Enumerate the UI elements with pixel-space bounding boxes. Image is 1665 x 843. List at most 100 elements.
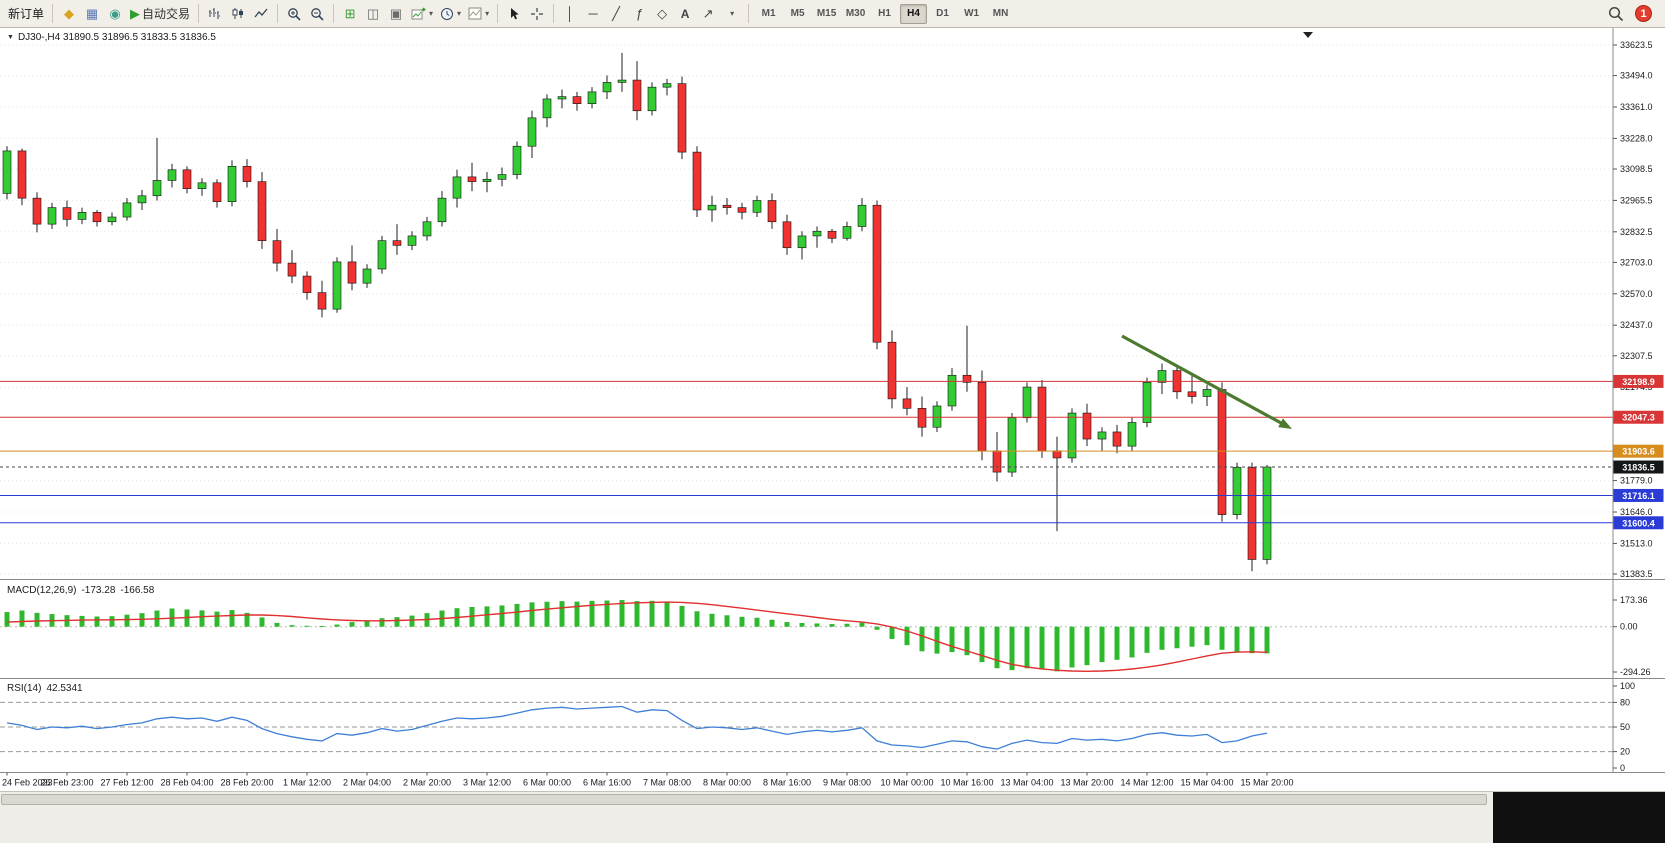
macd-histogram-bar bbox=[4, 612, 10, 627]
price-badge-label: 31600.4 bbox=[1622, 518, 1655, 528]
arrows-tool-icon[interactable]: ↗ bbox=[702, 6, 714, 21]
timeframe-button-M5[interactable]: M5 bbox=[790, 8, 805, 19]
chart-shift-marker[interactable] bbox=[1303, 32, 1313, 38]
horizontal-scrollbar-thumb[interactable] bbox=[1, 794, 1487, 805]
trendline-tool-icon[interactable]: ╱ bbox=[612, 6, 620, 21]
candle bbox=[1202, 389, 1212, 397]
vertical-line-tool-icon[interactable]: │ bbox=[566, 6, 575, 21]
cursor-tool-icon[interactable] bbox=[503, 3, 525, 25]
horizontal-line-tool-icon[interactable]: ─ bbox=[588, 6, 598, 21]
tile-windows-icon[interactable]: ⊞ bbox=[344, 6, 356, 21]
timeframe-button-MN[interactable]: MN bbox=[992, 8, 1009, 19]
cascade-windows-icon[interactable]: ▣ bbox=[389, 6, 403, 21]
macd-histogram-bar bbox=[1204, 626, 1210, 646]
timeframe-button-M15[interactable]: M15 bbox=[816, 8, 837, 19]
macd-histogram-bar bbox=[394, 617, 400, 627]
price-axis-label: 33361.0 bbox=[1620, 102, 1653, 112]
time-axis-label: 15 Mar 04:00 bbox=[1180, 778, 1233, 788]
macd-indicator-label: MACD(12,26,9) -173.28 -166.58 bbox=[7, 585, 154, 596]
timeframe-button-M30[interactable]: M30 bbox=[845, 8, 866, 19]
macd-histogram-bar bbox=[784, 622, 790, 627]
time-axis-label: 10 Mar 16:00 bbox=[940, 778, 993, 788]
rsi-axis-label: 80 bbox=[1620, 697, 1630, 707]
macd-histogram-bar bbox=[619, 600, 625, 627]
symbol-ohlc-text: DJ30-,H4 31890.5 31896.5 31833.5 31836.5 bbox=[17, 32, 216, 43]
candle bbox=[1247, 467, 1257, 560]
macd-histogram-bar bbox=[649, 600, 655, 627]
data-window-icon[interactable]: ▦ bbox=[85, 6, 99, 21]
new-order-button[interactable]: 新订单 bbox=[8, 7, 45, 21]
macd-histogram-bar bbox=[679, 605, 685, 627]
time-axis-label: 27 Feb 12:00 bbox=[100, 778, 153, 788]
algo-trading-button[interactable]: ▶ 自动交易 bbox=[127, 3, 193, 25]
candle bbox=[902, 398, 912, 409]
candle bbox=[1007, 417, 1017, 473]
candle bbox=[842, 226, 852, 239]
chart-canvas[interactable]: 33623.5 33494.0 33361.0 33228.0 33098.5 32965… bbox=[0, 28, 1665, 791]
macd-histogram-bar bbox=[919, 626, 925, 652]
time-axis-label: 28 Feb 04:00 bbox=[160, 778, 213, 788]
bar-chart-icon[interactable] bbox=[204, 3, 226, 25]
macd-histogram-bar bbox=[304, 625, 310, 627]
candle bbox=[572, 96, 582, 104]
notification-badge[interactable]: 1 bbox=[1635, 5, 1652, 22]
zoom-in-icon[interactable] bbox=[283, 3, 305, 25]
new-chart-button[interactable]: ▾ bbox=[408, 3, 436, 25]
candle bbox=[62, 207, 72, 220]
price-badge-label: 31836.5 bbox=[1622, 463, 1655, 473]
chart-region[interactable]: 33623.5 33494.0 33361.0 33228.0 33098.5 32965… bbox=[0, 28, 1665, 791]
shapes-tool-icon[interactable]: ◇ bbox=[657, 6, 668, 21]
timeframe-button-H1[interactable]: H1 bbox=[878, 8, 891, 19]
candle bbox=[1052, 450, 1062, 459]
macd-histogram-bar bbox=[484, 606, 490, 627]
macd-histogram-bar bbox=[214, 611, 220, 627]
rsi-axis-label: 100 bbox=[1620, 681, 1635, 691]
line-chart-icon[interactable] bbox=[250, 3, 272, 25]
horizontal-scrollbar-track[interactable] bbox=[0, 791, 1665, 843]
timeframe-button-D1[interactable]: D1 bbox=[936, 8, 949, 19]
trend-arrow-head[interactable] bbox=[1278, 418, 1292, 429]
macd-histogram-bar bbox=[274, 622, 280, 627]
arrange-windows-icon[interactable]: ◫ bbox=[366, 6, 380, 21]
rsi-indicator-label: RSI(14) 42.5341 bbox=[7, 683, 83, 694]
timeframe-button-W1[interactable]: W1 bbox=[964, 8, 980, 19]
price-badge bbox=[1613, 444, 1664, 458]
time-axis-label: 15 Mar 20:00 bbox=[1240, 778, 1293, 788]
macd-main-value: -173.28 bbox=[81, 585, 116, 596]
template-button[interactable]: ▾ bbox=[465, 3, 492, 25]
macd-histogram-bar bbox=[364, 620, 370, 627]
time-axis-label: 14 Mar 12:00 bbox=[1120, 778, 1173, 788]
market-watch-icon[interactable]: ◆ bbox=[64, 6, 75, 21]
drawing-tools-caret-icon[interactable]: ▾ bbox=[730, 9, 735, 18]
candle bbox=[422, 221, 432, 237]
price-axis-label: 32832.5 bbox=[1620, 227, 1653, 237]
timeframe-button-M1[interactable]: M1 bbox=[761, 8, 776, 19]
zoom-out-icon[interactable] bbox=[306, 3, 328, 25]
symbol-dropdown-icon[interactable]: ▼ bbox=[7, 34, 14, 41]
price-axis-label: 31779.0 bbox=[1620, 476, 1653, 486]
price-badge-label: 31903.6 bbox=[1622, 447, 1655, 457]
candlestick-chart-icon[interactable] bbox=[227, 3, 249, 25]
candle bbox=[152, 180, 162, 197]
candle bbox=[122, 202, 132, 218]
candle bbox=[257, 181, 267, 241]
candle bbox=[377, 240, 387, 270]
candle bbox=[167, 169, 177, 181]
trend-arrow-line[interactable] bbox=[1121, 334, 1288, 428]
crosshair-tool-icon[interactable] bbox=[526, 3, 548, 25]
candle bbox=[452, 176, 462, 199]
macd-histogram-bar bbox=[979, 626, 985, 663]
candle bbox=[47, 207, 57, 225]
symbol-info-label[interactable]: ▼ DJ30-,H4 31890.5 31896.5 31833.5 31836… bbox=[7, 32, 216, 43]
navigator-icon[interactable]: ◉ bbox=[109, 6, 121, 21]
text-tool-icon[interactable]: A bbox=[680, 6, 690, 21]
candle bbox=[542, 98, 552, 119]
price-axis-label: 32437.0 bbox=[1620, 320, 1653, 330]
price-axis-label: 33228.0 bbox=[1620, 133, 1653, 143]
timeframe-button-H4[interactable]: H4 bbox=[900, 3, 928, 24]
time-axis-label: 7 Mar 08:00 bbox=[643, 778, 691, 788]
macd-histogram-bar bbox=[769, 619, 775, 627]
search-icon[interactable] bbox=[1605, 3, 1627, 25]
period-selector-button[interactable]: ▾ bbox=[437, 3, 464, 25]
fibonacci-tool-icon[interactable]: ƒ bbox=[635, 6, 643, 21]
